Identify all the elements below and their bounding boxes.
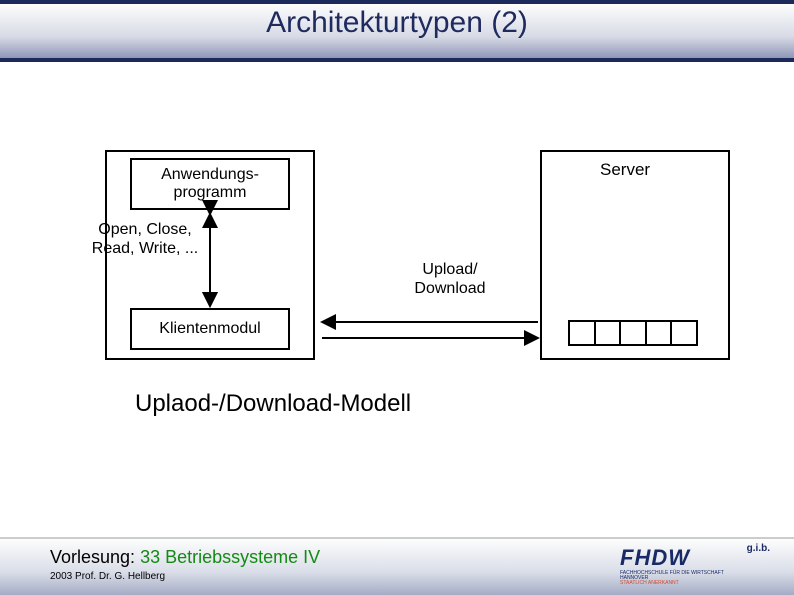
logo-side: g.i.b. <box>747 543 770 554</box>
slide-title: Architekturtypen (2) <box>0 6 794 40</box>
arrows-svg <box>75 150 735 370</box>
logo-sub3: STAATLICH ANERKANNT <box>620 581 770 586</box>
diagram-caption: Uplaod-/Download-Modell <box>135 390 411 418</box>
footer-bar: Vorlesung: 33 Betriebssysteme IV 2003 Pr… <box>0 537 794 595</box>
diagram: Anwendungs- programm Klientenmodul Serve… <box>75 150 735 370</box>
slide: Architekturtypen (2) Anwendungs- program… <box>0 0 794 595</box>
footer-subline: 2003 Prof. Dr. G. Hellberg <box>50 571 165 582</box>
page-number: 33 <box>140 547 160 567</box>
lecture-title: Betriebssysteme IV <box>165 547 320 567</box>
fhdw-logo: FHDW g.i.b. FACHHOCHSCHULE FÜR DIE WIRTS… <box>620 545 770 585</box>
title-bar-bottom <box>0 58 794 62</box>
vorlesung-label: Vorlesung: <box>50 547 135 567</box>
footer-lecture-line: Vorlesung: 33 Betriebssysteme IV <box>50 547 320 568</box>
logo-main: FHDW <box>620 545 690 570</box>
